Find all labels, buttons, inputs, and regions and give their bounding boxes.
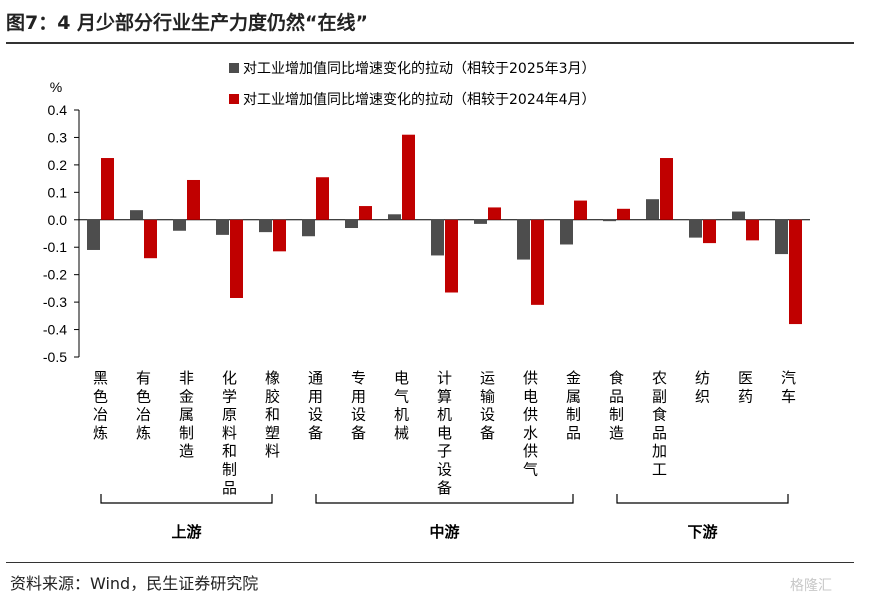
- title-divider: [6, 42, 854, 44]
- legend-label-series1: 对工业增加值同比增速变化的拉动（相较于2025年3月）: [243, 61, 596, 77]
- x-category-label: 汽车: [781, 369, 796, 405]
- y-tick-label: 0.0: [48, 212, 68, 228]
- bar-series2: [703, 219, 716, 244]
- x-category-label: 通用设备: [308, 369, 323, 442]
- legend-swatch-series1: [229, 63, 239, 73]
- bar-series2: [445, 219, 458, 293]
- x-category-label: 纺织: [695, 369, 710, 405]
- group-bracket: [616, 494, 789, 504]
- bar-series2: [574, 200, 587, 220]
- bar-series1: [216, 219, 229, 235]
- y-tick-label: 0.2: [48, 157, 68, 173]
- bar-series1: [474, 219, 487, 224]
- y-tick-label: 0.1: [48, 184, 68, 200]
- bar-series1: [388, 214, 401, 220]
- x-category-label: 金属制品: [566, 369, 581, 442]
- y-tick-label: -0.2: [43, 267, 67, 283]
- chart-legend: 对工业增加值同比增速变化的拉动（相较于2025年3月） 对工业增加值同比增速变化的…: [229, 61, 596, 108]
- x-category-label: 医药: [738, 369, 753, 405]
- y-tick-label: -0.4: [43, 322, 67, 338]
- bar-series1: [732, 211, 745, 220]
- bar-series2: [402, 134, 415, 220]
- chart-category-labels: 黑色冶炼 有色冶炼 非金属制造 化学原料和制品 橡胶和塑料 通用设备 专用设备 电气机械 计算机…: [93, 369, 796, 497]
- bar-series2: [746, 219, 759, 241]
- bar-series1: [173, 219, 186, 231]
- y-tick-label: -0.3: [43, 294, 67, 310]
- x-category-label: 非金属制造: [179, 369, 194, 460]
- group-bracket: [315, 494, 574, 504]
- source-note: 资料来源：Wind，民生证券研究院: [10, 574, 259, 593]
- bar-series2: [316, 177, 329, 220]
- watermark: 格隆汇: [790, 578, 832, 594]
- y-tick-label: 0.4: [48, 102, 68, 118]
- bar-series1: [517, 219, 530, 260]
- bar-series2: [617, 208, 630, 220]
- x-category-label: 农副食品加工: [652, 369, 667, 479]
- chart-group-brackets: 上游 中游 下游: [100, 494, 789, 541]
- x-category-label: 供电供水供气: [523, 369, 538, 479]
- bar-series2: [273, 219, 286, 252]
- y-tick-label: 0.3: [48, 129, 68, 145]
- group-label: 中游: [429, 523, 459, 541]
- bar-series1: [775, 219, 788, 255]
- bar-series2: [187, 179, 200, 220]
- y-axis-unit: %: [50, 79, 62, 95]
- x-category-label: 橡胶和塑料: [265, 369, 280, 460]
- group-bracket: [100, 494, 273, 504]
- x-category-label: 电气机械: [394, 369, 409, 442]
- bar-series2: [660, 158, 673, 220]
- bar-chart: 0.4 0.3 0.2 0.1 0.0 -0.1 -0.2 -0.3 -0.4 -0.5% 黑色冶…: [43, 61, 810, 541]
- y-tick-label: -0.5: [43, 349, 67, 365]
- figure-title: 图7：4 月少部分行业生产力度仍然“在线”: [6, 12, 369, 34]
- footer-divider: [6, 562, 854, 563]
- chart-axes: 0.4 0.3 0.2 0.1 0.0 -0.1 -0.2 -0.3 -0.4 -0.5%: [43, 79, 810, 365]
- x-category-label: 有色冶炼: [136, 369, 151, 442]
- bar-series1: [302, 219, 315, 237]
- y-tick-label: -0.1: [43, 239, 67, 255]
- legend-swatch-series2: [229, 94, 239, 104]
- bar-series1: [259, 219, 272, 233]
- bar-series1: [689, 219, 702, 238]
- bar-series1: [87, 219, 100, 250]
- x-category-label: 专用设备: [351, 369, 366, 442]
- bar-series2: [144, 219, 157, 259]
- chart-bars: [87, 134, 802, 325]
- bar-series2: [359, 206, 372, 220]
- group-label: 下游: [687, 523, 717, 541]
- bar-series1: [431, 219, 444, 256]
- x-category-label: 运输设备: [480, 369, 495, 442]
- bar-series1: [345, 219, 358, 229]
- bar-series1: [646, 199, 659, 220]
- x-category-label: 黑色冶炼: [93, 369, 108, 442]
- x-category-label: 计算机电子设备: [437, 369, 452, 497]
- x-category-label: 化学原料和制品: [222, 369, 237, 497]
- bar-series2: [101, 158, 114, 220]
- x-category-label: 食品制造: [609, 369, 624, 442]
- bar-series1: [603, 219, 616, 222]
- bar-series1: [130, 210, 143, 220]
- bar-series2: [488, 207, 501, 220]
- group-label: 上游: [171, 523, 201, 541]
- bar-series2: [789, 219, 802, 325]
- bar-series1: [560, 219, 573, 245]
- bar-series2: [531, 219, 544, 305]
- bar-series2: [230, 219, 243, 298]
- legend-label-series2: 对工业增加值同比增速变化的拉动（相较于2024年4月）: [243, 92, 596, 108]
